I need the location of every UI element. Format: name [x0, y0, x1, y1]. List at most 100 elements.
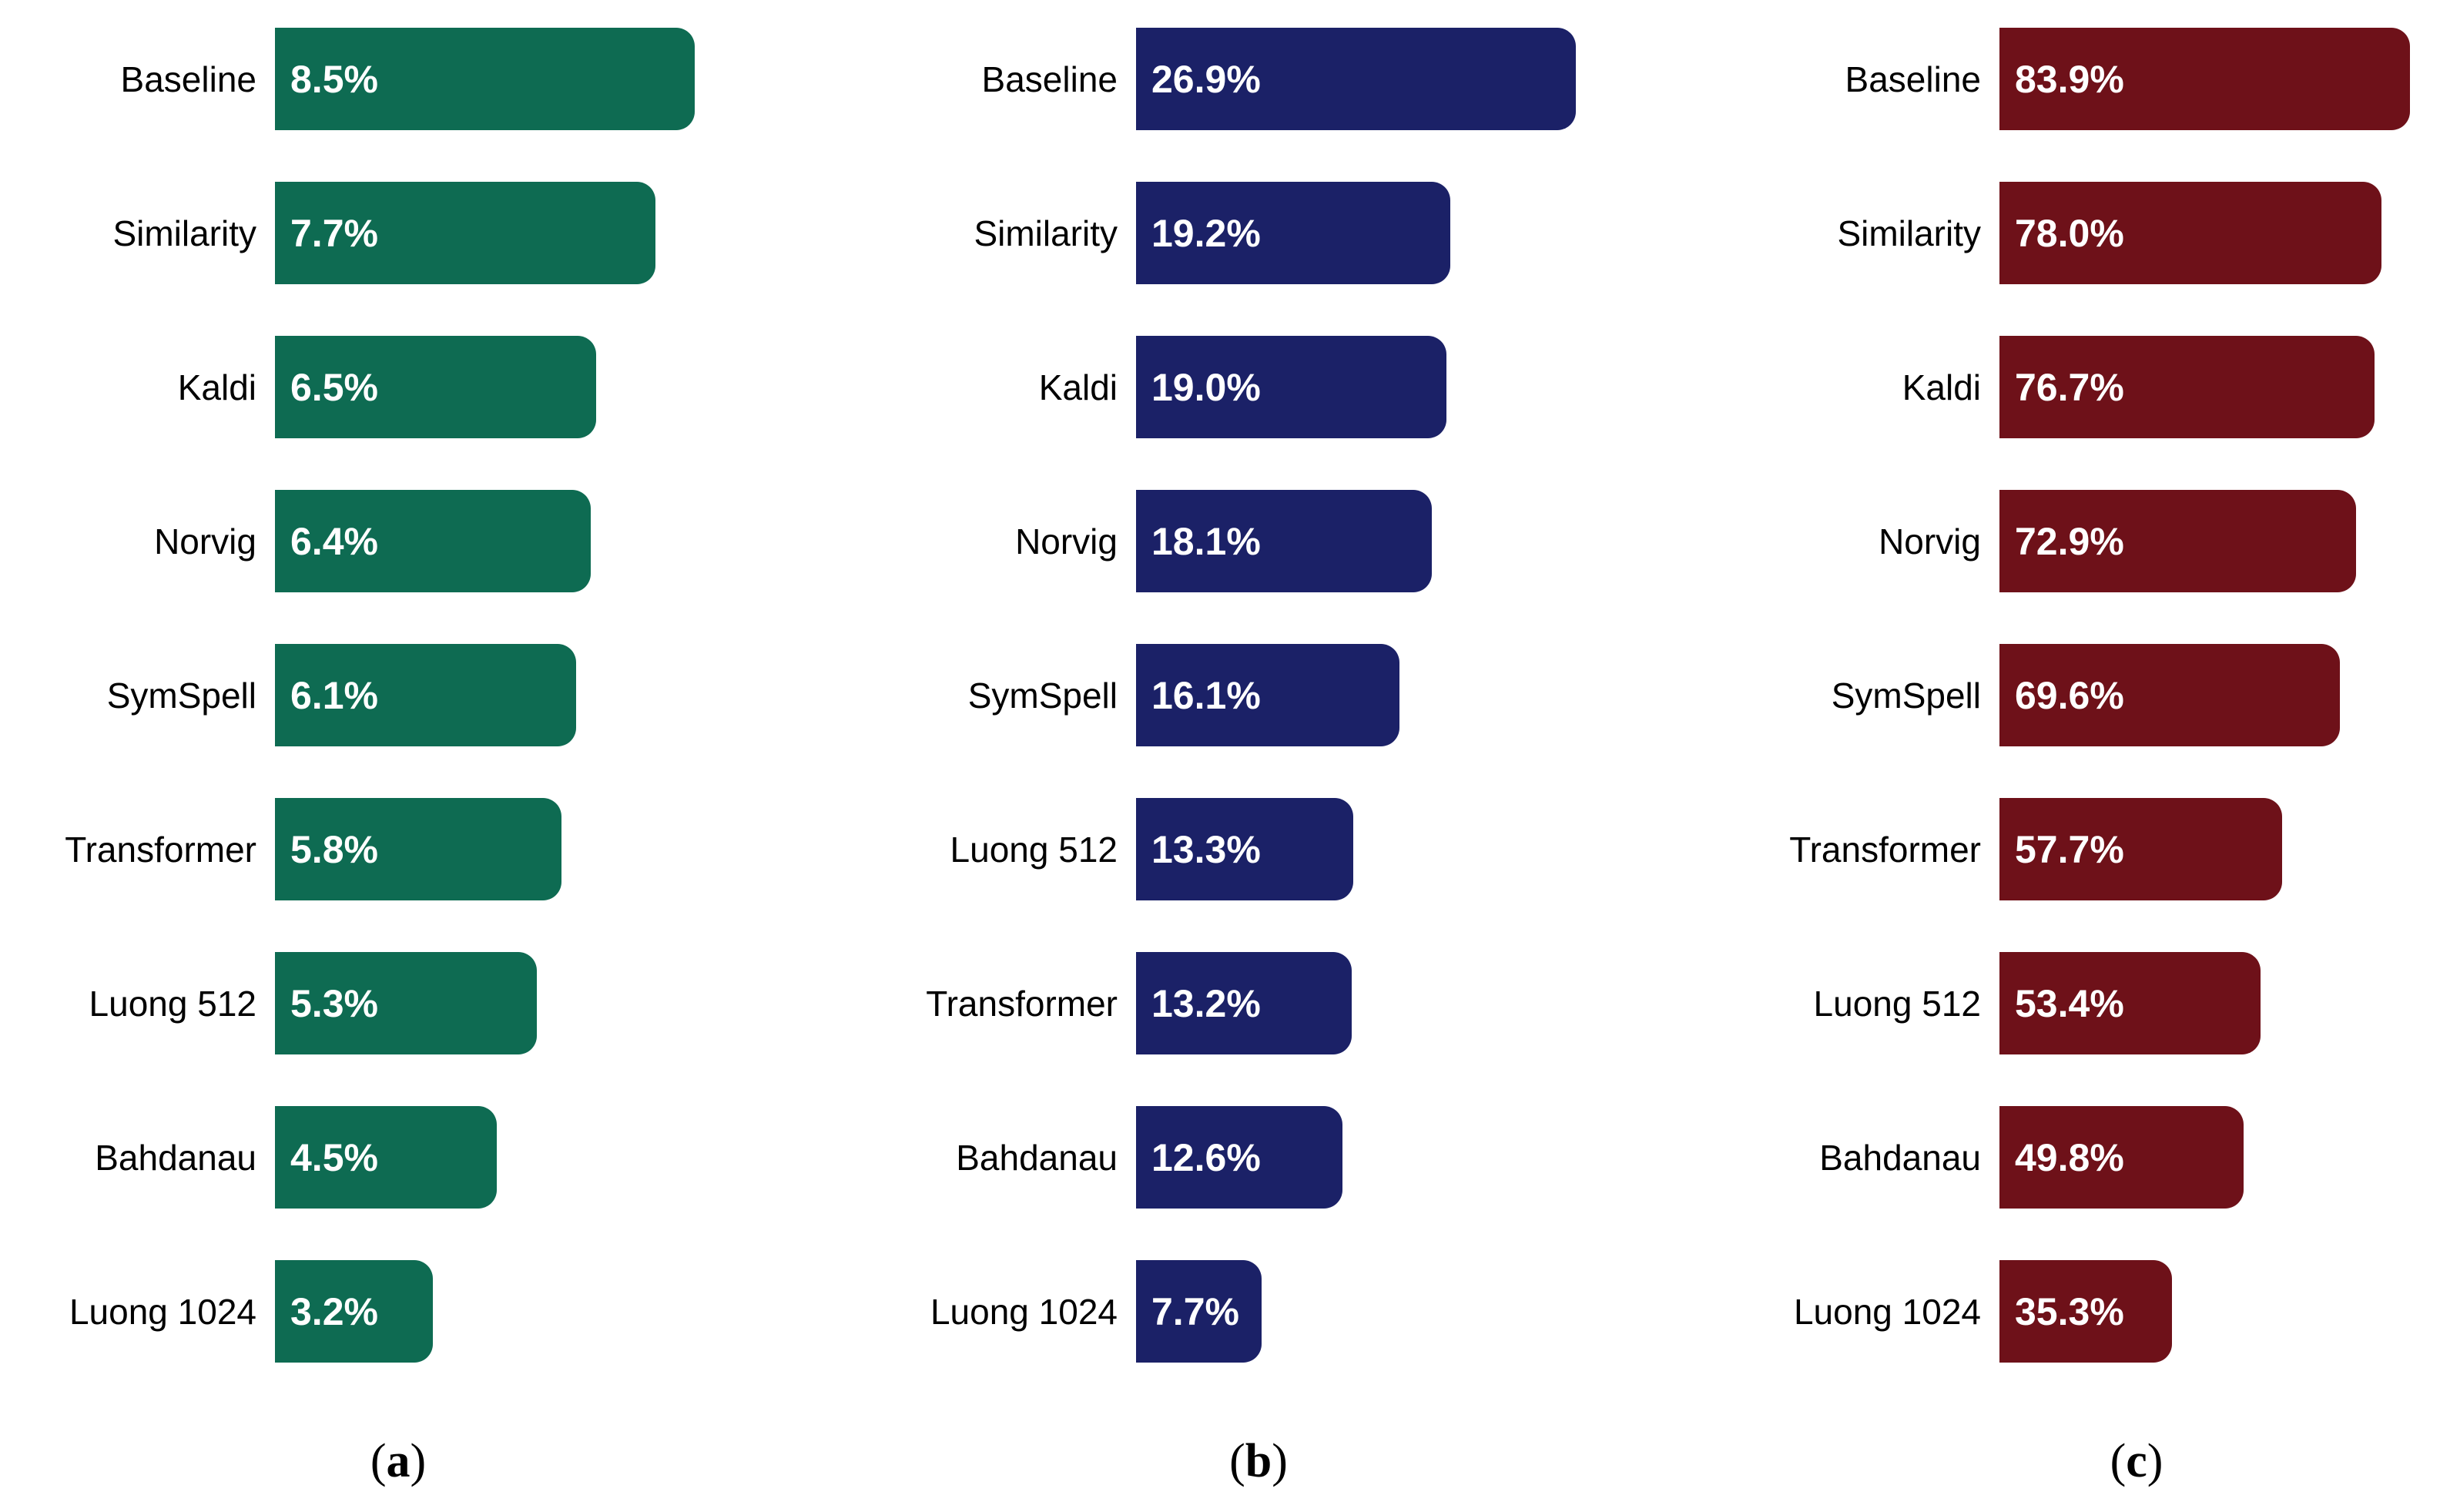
bar: 7.7% — [1136, 1260, 1262, 1363]
bar-row: Transformer 13.2% — [813, 952, 1627, 1054]
bar-row: Bahdanau 4.5% — [0, 1106, 813, 1209]
chart-panel-c: Baseline 83.9% Similarity 78.0% Kaldi 76.7% No… — [1627, 0, 2440, 1512]
bar-value-label: 5.8% — [290, 827, 378, 871]
bar-value-label: 76.7% — [2015, 365, 2124, 409]
caption-close-paren: ) — [2147, 1435, 2163, 1487]
bar: 57.7% — [1999, 798, 2282, 900]
category-label: Similarity — [112, 213, 256, 253]
bar: 5.3% — [275, 952, 537, 1054]
bar-row: SymSpell 16.1% — [813, 644, 1627, 746]
bar-rows-a: Baseline 8.5% Similarity 7.7% Kaldi 6.5% Norvi… — [0, 28, 813, 1414]
chart-panel-b: Baseline 26.9% Similarity 19.2% Kaldi 19.0% No… — [813, 0, 1627, 1512]
category-label: Norvig — [1015, 521, 1118, 562]
bar-row: Luong 1024 35.3% — [1627, 1260, 2440, 1363]
bar: 83.9% — [1999, 28, 2411, 130]
category-label: Similarity — [974, 213, 1118, 253]
category-label: Luong 512 — [950, 829, 1118, 870]
category-label: Luong 1024 — [930, 1291, 1118, 1332]
bar: 19.2% — [1136, 182, 1450, 284]
bar-track: 12.6% — [1136, 1106, 1627, 1209]
bar-value-label: 13.3% — [1151, 827, 1261, 871]
category-label: Norvig — [1879, 521, 1981, 562]
bar-row: Similarity 19.2% — [813, 182, 1627, 284]
bar-row: Kaldi 19.0% — [813, 336, 1627, 438]
caption-letter: c — [2126, 1435, 2147, 1487]
bar: 13.2% — [1136, 952, 1352, 1054]
bar-track: 53.4% — [1999, 952, 2440, 1054]
bar-value-label: 19.2% — [1151, 211, 1261, 255]
bar-row: SymSpell 69.6% — [1627, 644, 2440, 746]
bar-track: 57.7% — [1999, 798, 2440, 900]
bar: 4.5% — [275, 1106, 498, 1209]
caption-letter: a — [386, 1435, 411, 1487]
bar-track: 5.8% — [275, 798, 769, 900]
bar-track: 7.7% — [275, 182, 769, 284]
bar-value-label: 83.9% — [2015, 57, 2124, 101]
bar-value-label: 72.9% — [2015, 519, 2124, 563]
bar: 78.0% — [1999, 182, 2381, 284]
subfigure-caption-b: (b) — [1229, 1434, 1288, 1489]
category-label: Bahdanau — [956, 1137, 1118, 1178]
bar-value-label: 6.4% — [290, 519, 378, 563]
category-label: Norvig — [154, 521, 256, 562]
bar-row: Luong 512 5.3% — [0, 952, 813, 1054]
bar-value-label: 69.6% — [2015, 673, 2124, 717]
category-label: Baseline — [120, 59, 256, 99]
bar-value-label: 12.6% — [1151, 1135, 1261, 1179]
bar: 5.8% — [275, 798, 561, 900]
bar: 76.7% — [1999, 336, 2375, 438]
bar-track: 6.4% — [275, 490, 769, 592]
bar-value-label: 7.7% — [1151, 1289, 1239, 1333]
bar-row: Similarity 78.0% — [1627, 182, 2440, 284]
bar-row: Luong 512 13.3% — [813, 798, 1627, 900]
bar-track: 3.2% — [275, 1260, 769, 1363]
bar-value-label: 57.7% — [2015, 827, 2124, 871]
category-label: Luong 1024 — [1793, 1291, 1981, 1332]
bar: 69.6% — [1999, 644, 2341, 746]
bar: 26.9% — [1136, 28, 1577, 130]
bar-track: 69.6% — [1999, 644, 2440, 746]
bar-row: SymSpell 6.1% — [0, 644, 813, 746]
bar-row: Kaldi 6.5% — [0, 336, 813, 438]
bar-value-label: 53.4% — [2015, 981, 2124, 1025]
bar-row: Baseline 8.5% — [0, 28, 813, 130]
bar: 13.3% — [1136, 798, 1354, 900]
bar-value-label: 49.8% — [2015, 1135, 2124, 1179]
bar-track: 13.3% — [1136, 798, 1627, 900]
bar-rows-c: Baseline 83.9% Similarity 78.0% Kaldi 76.7% No… — [1627, 28, 2440, 1414]
category-label: Kaldi — [1902, 367, 1981, 407]
category-label: SymSpell — [106, 675, 256, 716]
bar-row: Luong 512 53.4% — [1627, 952, 2440, 1054]
caption-close-paren: ) — [410, 1435, 427, 1487]
bar-track: 76.7% — [1999, 336, 2440, 438]
bar: 6.1% — [275, 644, 576, 746]
bar-row: Norvig 18.1% — [813, 490, 1627, 592]
category-label: SymSpell — [967, 675, 1118, 716]
bar-row: Transformer 5.8% — [0, 798, 813, 900]
bar-track: 19.0% — [1136, 336, 1627, 438]
bar-track: 18.1% — [1136, 490, 1627, 592]
bar-track: 19.2% — [1136, 182, 1627, 284]
category-label: Baseline — [981, 59, 1118, 99]
bar-row: Luong 1024 3.2% — [0, 1260, 813, 1363]
bar-track: 83.9% — [1999, 28, 2440, 130]
bar: 35.3% — [1999, 1260, 2173, 1363]
bar-track: 13.2% — [1136, 952, 1627, 1054]
category-label: Bahdanau — [1819, 1137, 1981, 1178]
caption-close-paren: ) — [1272, 1435, 1288, 1487]
bar-value-label: 6.1% — [290, 673, 378, 717]
bar-value-label: 19.0% — [1151, 365, 1261, 409]
bar: 8.5% — [275, 28, 695, 130]
caption-open-paren: ( — [2110, 1435, 2127, 1487]
bar: 18.1% — [1136, 490, 1433, 592]
category-label: Kaldi — [177, 367, 256, 407]
bar-value-label: 5.3% — [290, 981, 378, 1025]
bar-value-label: 6.5% — [290, 365, 378, 409]
chart-panel-a: Baseline 8.5% Similarity 7.7% Kaldi 6.5% Norvi… — [0, 0, 813, 1512]
bar-value-label: 26.9% — [1151, 57, 1261, 101]
category-label: Transformer — [1789, 829, 1981, 870]
bar-value-label: 8.5% — [290, 57, 378, 101]
bar: 53.4% — [1999, 952, 2261, 1054]
bar-row: Baseline 83.9% — [1627, 28, 2440, 130]
